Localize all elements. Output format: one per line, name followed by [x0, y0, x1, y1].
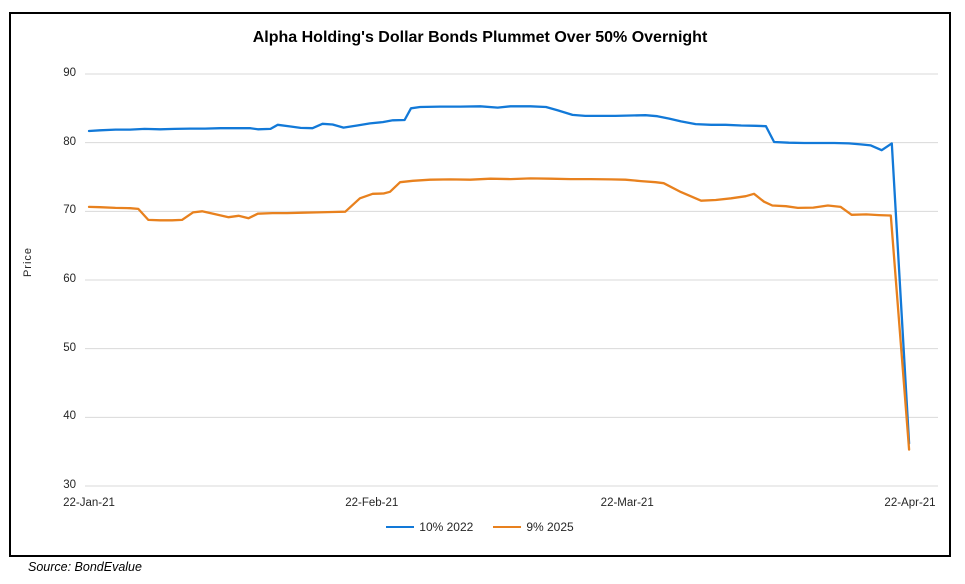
legend-item-9-2025: 9% 2025: [493, 520, 574, 534]
y-tick-label-60: 60: [63, 273, 76, 285]
chart-frame: [9, 12, 951, 557]
series-line-10-2022: [87, 105, 911, 445]
y-tick-label-70: 70: [63, 204, 76, 217]
x-tick-label-22-Mar-21: 22-Mar-21: [600, 497, 654, 509]
y-axis-title: Price: [22, 246, 34, 278]
chart-legend: 10% 2022 9% 2025: [9, 520, 951, 534]
y-tick-label-80: 80: [63, 135, 76, 148]
legend-label-10-2022: 10% 2022: [419, 520, 474, 534]
x-tick-label-22-Apr-21: 22-Apr-21: [884, 497, 936, 509]
legend-swatch-9-2025: [493, 525, 522, 529]
legend-item-10-2022: 10% 2022: [386, 520, 473, 534]
x-tick-label-22-Jan-21: 22-Jan-21: [63, 497, 115, 509]
legend-label-9-2025: 9% 2025: [526, 520, 574, 534]
y-tick-label-40: 40: [63, 410, 76, 423]
y-tick-label-30: 30: [63, 479, 76, 491]
y-tick-label-50: 50: [63, 341, 76, 354]
series-line-9-2025: [87, 177, 911, 451]
x-tick-label-22-Feb-21: 22-Feb-21: [345, 497, 399, 509]
chart-title: Alpha Holding's Dollar Bonds Plummet Ove…: [252, 29, 708, 46]
legend-swatch-10-2022: [386, 525, 415, 529]
source-note: Source: BondEvalue: [28, 560, 142, 574]
y-tick-label-90: 90: [63, 67, 76, 79]
